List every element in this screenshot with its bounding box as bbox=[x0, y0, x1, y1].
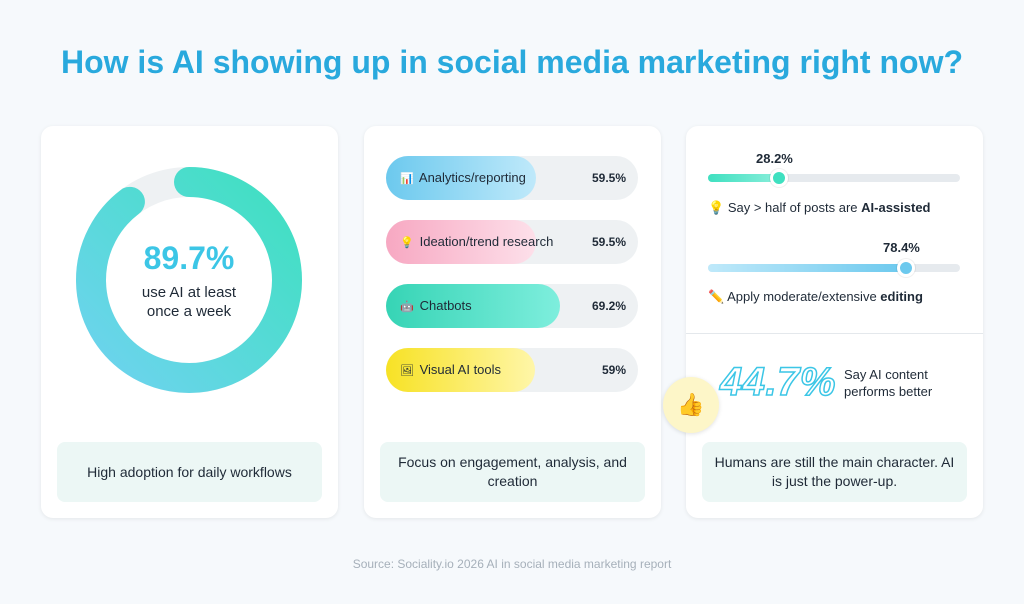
bar-label-text: Analytics/reporting bbox=[416, 170, 526, 185]
editing-card: 28.2% 💡 Say > half of posts are AI-assis… bbox=[686, 126, 983, 518]
bar-value: 69.2% bbox=[591, 299, 626, 313]
slider2-text: Apply moderate/extensive bbox=[727, 289, 881, 304]
slider1-track bbox=[708, 169, 960, 187]
lightbulb-icon: 💡 bbox=[400, 237, 414, 249]
perform-text: Say AI content performs better bbox=[844, 367, 933, 399]
bar-fill bbox=[386, 220, 536, 264]
slider1-knob bbox=[770, 169, 789, 187]
donut-caption: use AI at least once a week bbox=[141, 283, 237, 320]
big-percent: 44.7% bbox=[719, 359, 836, 405]
lightbulb-icon: 💡 bbox=[708, 200, 725, 215]
bar-fill bbox=[386, 156, 536, 200]
image-icon: 🖼 bbox=[400, 365, 414, 377]
bar-label-text: Chatbots bbox=[416, 298, 472, 313]
donut-center: 89.7% use AI at least once a week bbox=[69, 160, 309, 400]
slider2-knob bbox=[896, 259, 915, 277]
slider1-fill bbox=[708, 174, 780, 182]
bar-value: 59.5% bbox=[591, 235, 626, 249]
pencil-icon: ✏️ bbox=[708, 289, 725, 304]
ai-uses-card: 📊 Analytics/reporting 59.5% 💡 Ideation/tre… bbox=[364, 126, 661, 518]
bar-chart-icon: 📊 bbox=[400, 173, 414, 185]
donut-chart bbox=[76, 167, 302, 393]
slider2-value: 78.4% bbox=[883, 240, 920, 255]
slider2-track bbox=[708, 259, 960, 277]
bar-label-text: Visual AI tools bbox=[416, 362, 502, 377]
bar-value: 59.5% bbox=[591, 171, 626, 185]
divider bbox=[686, 333, 983, 334]
slider1-text: Say > half of posts are bbox=[727, 200, 862, 215]
page-title: How is AI showing up in social media mar… bbox=[60, 44, 963, 80]
bar-row: 📊 Analytics/reporting 59.5% bbox=[386, 156, 638, 200]
card2-footer: Focus on engagement, analysis, and creat… bbox=[380, 442, 645, 502]
weekly-usage-card: 89.7% use AI at least once a week High a… bbox=[41, 126, 338, 518]
robot-icon: 🤖 bbox=[400, 301, 414, 313]
bar-label: 🖼 Visual AI tools bbox=[400, 348, 501, 392]
bar-label: 📊 Analytics/reporting bbox=[400, 156, 526, 200]
slider2-text-bold: editing bbox=[880, 289, 923, 304]
slider2-fill bbox=[708, 264, 906, 272]
bar-fill bbox=[386, 348, 535, 392]
slider1-text-bold: AI-assisted bbox=[861, 200, 931, 215]
bar-row: 🤖 Chatbots 69.2% bbox=[386, 284, 638, 328]
bar-value: 59% bbox=[601, 363, 626, 377]
donut-arc-weekly-usage bbox=[76, 167, 302, 393]
donut-percent: 89.7% bbox=[143, 239, 235, 276]
card1-footer: High adoption for daily workflows bbox=[57, 442, 322, 502]
bar-row: 💡 Ideation/trend research 59.5% bbox=[386, 220, 638, 264]
slider1-label: 💡 Say > half of posts are AI-assisted bbox=[708, 200, 931, 216]
bar-label: 💡 Ideation/trend research bbox=[400, 220, 553, 264]
bar-label-text: Ideation/trend research bbox=[416, 234, 554, 249]
card3-footer: Humans are still the main character. AI … bbox=[702, 442, 967, 502]
slider1-value: 28.2% bbox=[756, 151, 793, 166]
source-note: Source: Sociality.io 2026 AI in social m… bbox=[352, 557, 672, 571]
bar-label: 🤖 Chatbots bbox=[400, 284, 472, 328]
slider2-label: ✏️ Apply moderate/extensive editing bbox=[708, 289, 923, 305]
bar-fill bbox=[386, 284, 560, 328]
thumbs-up-icon: 👍 bbox=[663, 377, 719, 433]
bar-row: 🖼 Visual AI tools 59% bbox=[386, 348, 638, 392]
